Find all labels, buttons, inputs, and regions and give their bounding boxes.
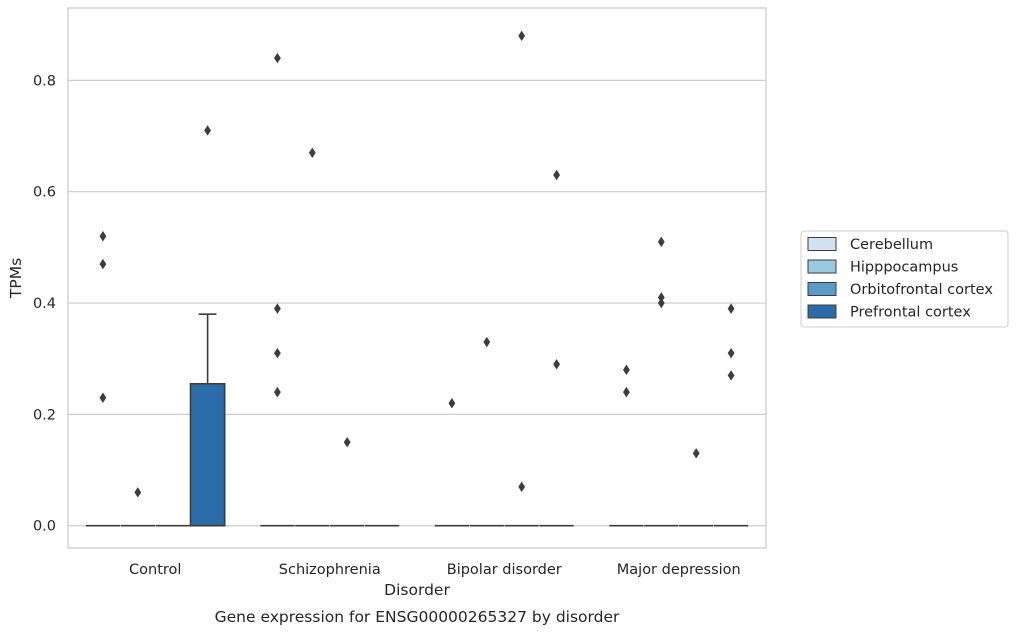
outlier-point (727, 347, 735, 359)
outlier-point (657, 297, 665, 309)
y-tick-labels: 0.0 0.2 0.4 0.6 0.8 (33, 73, 56, 534)
outlier-point (657, 236, 665, 248)
box-prefrontal-cortex (189, 382, 226, 527)
legend-frame (800, 230, 1009, 328)
outlier-point (448, 398, 456, 409)
outlier-point (274, 386, 281, 398)
outlier-point (553, 169, 560, 181)
outlier-point (274, 303, 281, 314)
outlier-point (518, 481, 526, 492)
y-axis-title: TPMs (7, 258, 25, 299)
x-tick-label: Schizophrenia (279, 562, 381, 578)
legend-swatch (807, 304, 837, 319)
y-tick-label: 0.8 (33, 73, 56, 89)
y-tick-label: 0.0 (33, 519, 56, 535)
legend-swatch (807, 282, 837, 296)
outlier-layer (99, 30, 735, 498)
outlier-point (274, 52, 281, 64)
plot-frame (67, 7, 767, 549)
legend-label: Orbitofrontal cortex (850, 282, 993, 298)
outlier-point (553, 359, 560, 370)
outlier-point (483, 336, 491, 348)
legend-swatch (807, 237, 837, 251)
legend-label: Cerebellum (850, 237, 933, 253)
outlier-point (727, 370, 735, 381)
outlier-point (657, 292, 665, 303)
legend-label: Prefrontal cortex (850, 305, 971, 321)
outlier-point (308, 147, 316, 158)
x-tick-label: Control (129, 562, 181, 578)
y-tick-label: 0.6 (33, 185, 56, 201)
outlier-point (134, 487, 142, 498)
figure-caption: Gene expression for ENSG00000265327 by d… (215, 608, 620, 626)
outlier-point (274, 347, 281, 359)
legend-label: Hipppocampus (850, 260, 958, 276)
legend: Cerebellum Hipppocampus Orbitofrontal cort… (800, 230, 1009, 328)
y-tick-label: 0.4 (33, 296, 56, 312)
outlier-point (623, 386, 630, 398)
outlier-point (623, 364, 630, 376)
legend-swatch (807, 259, 837, 274)
outlier-point (204, 125, 211, 136)
outlier-point (99, 231, 107, 242)
x-tick-labels: Control Schizophrenia Bipolar disorder Majo… (129, 562, 741, 578)
box-layer (85, 313, 749, 527)
outlier-point (99, 258, 107, 270)
x-tick-label: Bipolar disorder (447, 562, 562, 578)
outlier-point (727, 303, 735, 314)
x-axis-title: Disorder (384, 581, 450, 599)
outlier-point (343, 437, 351, 448)
y-tick-label: 0.2 (33, 407, 56, 423)
outlier-point (518, 30, 526, 42)
outlier-point (692, 448, 700, 459)
x-tick-label: Major depression (617, 562, 741, 578)
outlier-point (99, 392, 107, 403)
